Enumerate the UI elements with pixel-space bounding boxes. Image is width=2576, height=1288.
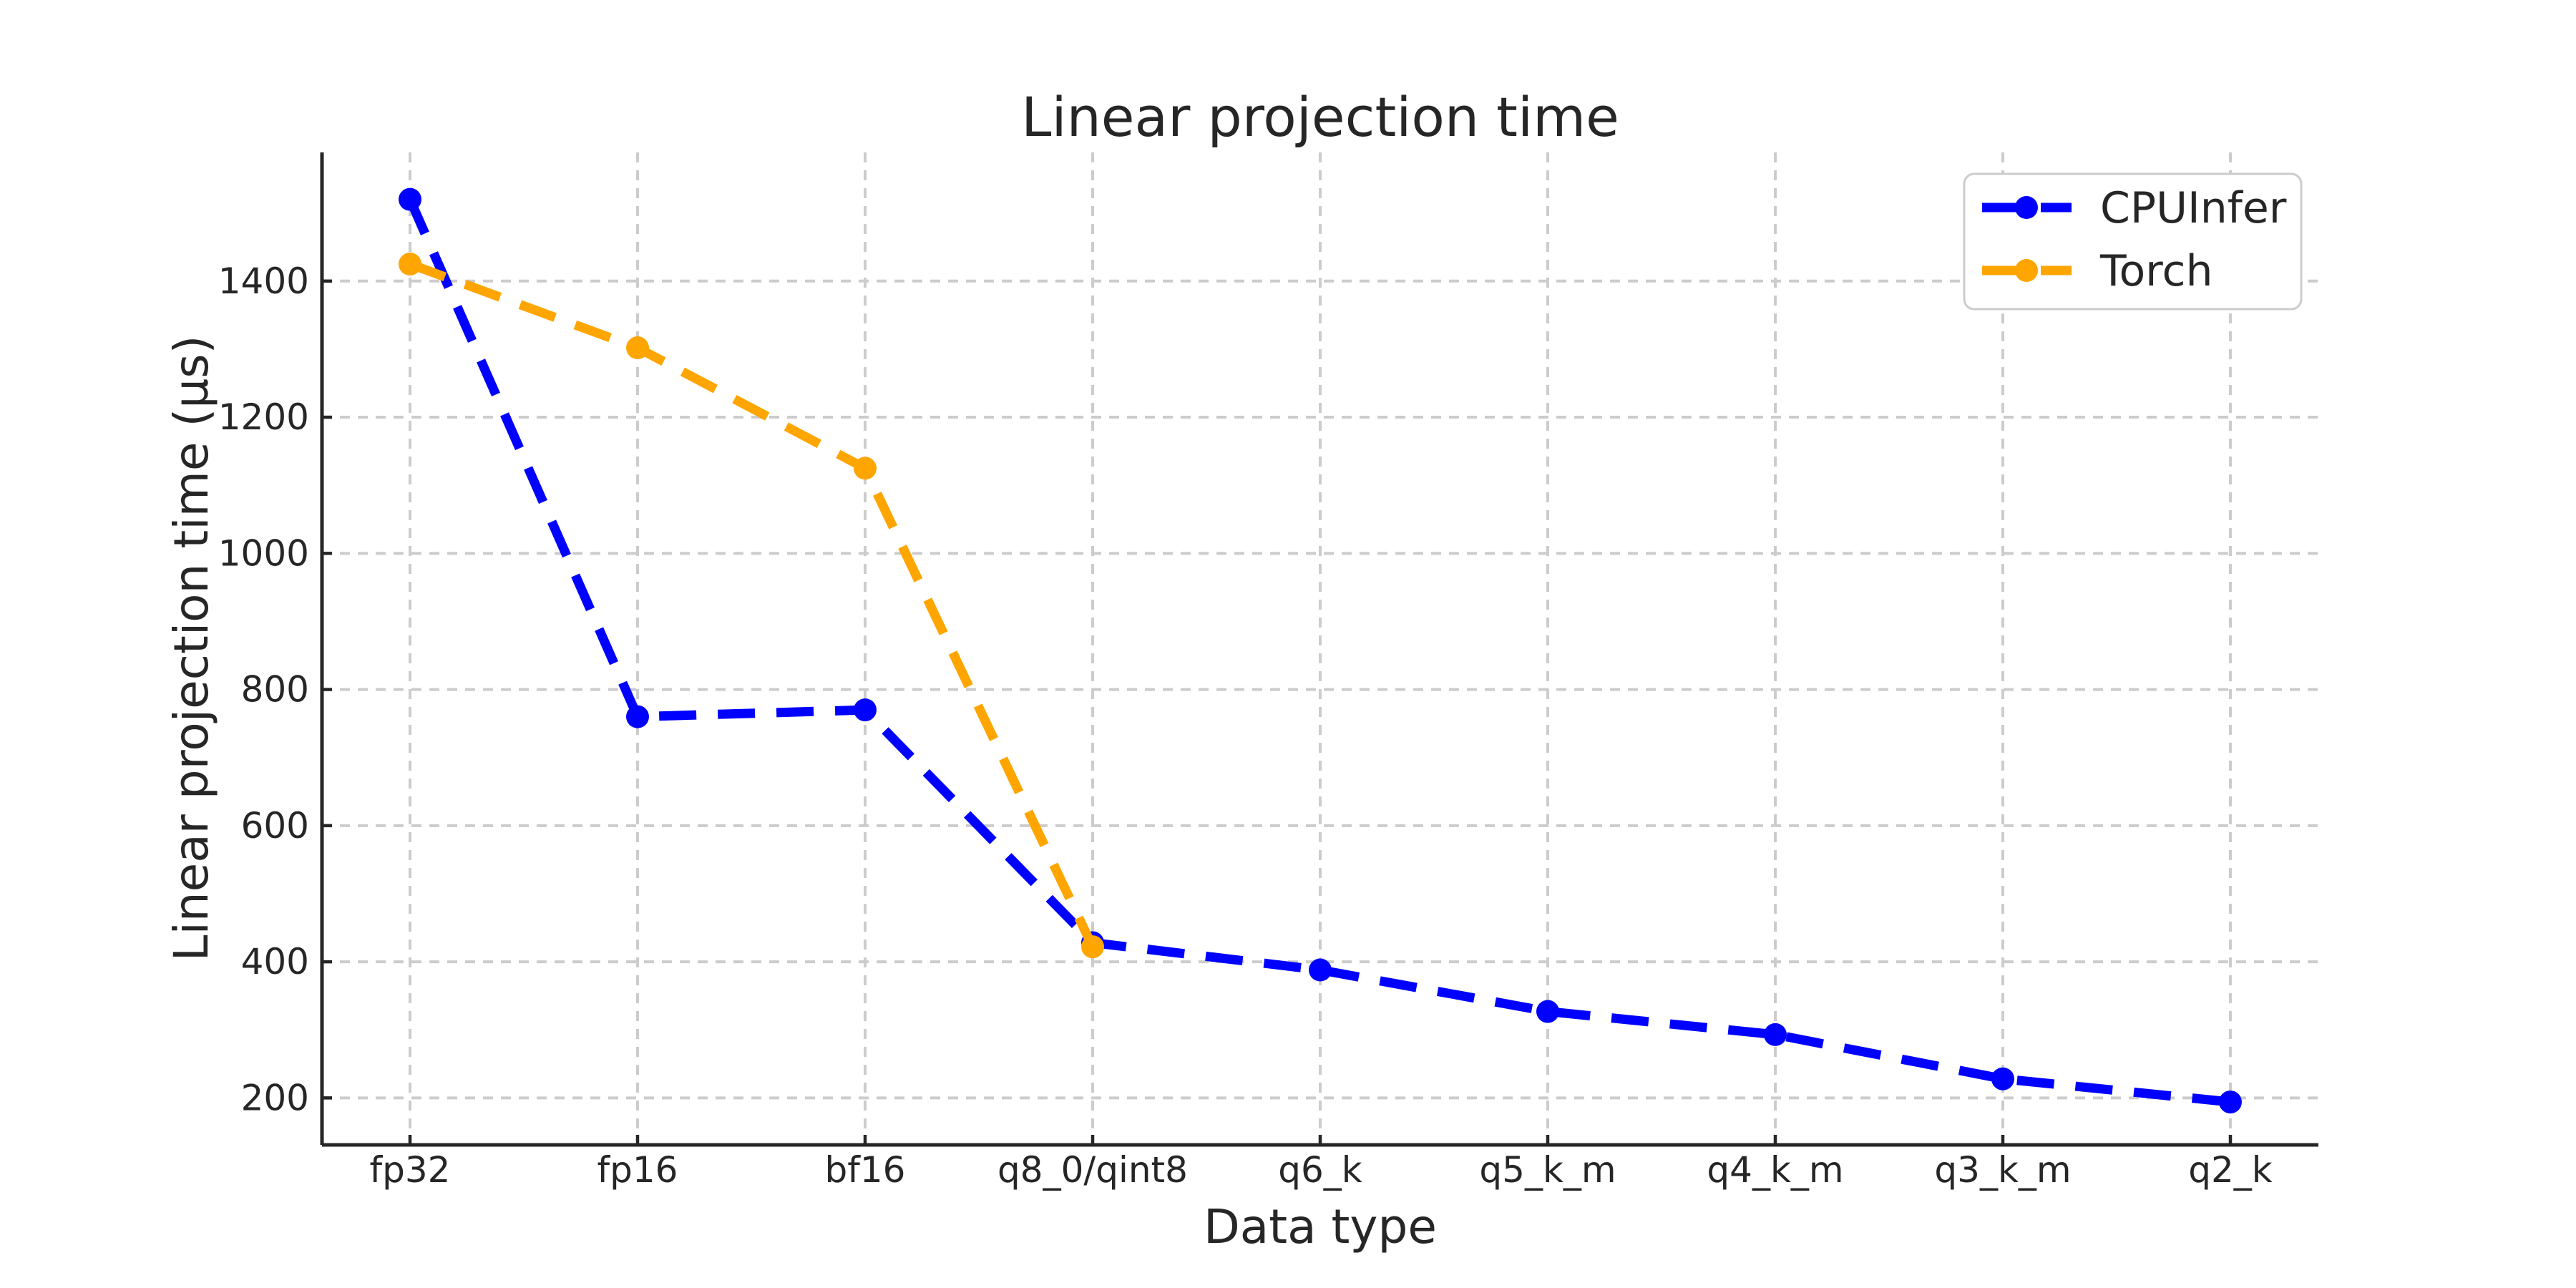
x-axis-label: Data type bbox=[1204, 1199, 1437, 1254]
data-point-torch bbox=[626, 336, 649, 360]
data-point-cpuinfer bbox=[1991, 1067, 2014, 1091]
grid-layer bbox=[322, 152, 2318, 1145]
legend-sample-marker bbox=[2015, 259, 2038, 282]
y-tick-label: 600 bbox=[241, 805, 309, 847]
x-tick-label: q5_k_m bbox=[1479, 1149, 1616, 1191]
y-tick-label: 1200 bbox=[218, 396, 309, 438]
legend: CPUInfer Torch bbox=[1963, 172, 2303, 311]
series-line-torch bbox=[408, 259, 1097, 949]
axes-layer bbox=[320, 152, 2318, 1147]
data-point-cpuinfer bbox=[399, 187, 421, 211]
legend-sample-marker bbox=[2015, 196, 2038, 219]
x-tick-label: bf16 bbox=[825, 1149, 906, 1191]
data-point-cpuinfer bbox=[854, 698, 877, 722]
x-tick-label: q8_0/qint8 bbox=[997, 1149, 1188, 1191]
series-layer bbox=[399, 187, 2242, 1114]
y-tick-label: 1400 bbox=[218, 260, 309, 302]
tick-label-layer: fp32 fp16 bf16 q8_0/qint8 q6_k q5_k_m q4_k_m q3… bbox=[218, 260, 2273, 1191]
y-tick-label: 1000 bbox=[218, 532, 309, 574]
data-point-torch bbox=[854, 457, 877, 480]
x-tick-label: q3_k_m bbox=[1934, 1149, 2071, 1191]
data-point-cpuinfer bbox=[1764, 1023, 1787, 1046]
data-point-torch bbox=[399, 253, 421, 276]
x-tick-label: q2_k bbox=[2188, 1149, 2273, 1191]
series-line-cpuinfer bbox=[406, 197, 2231, 1107]
y-tick-label: 200 bbox=[241, 1077, 309, 1118]
data-point-torch bbox=[1081, 935, 1104, 959]
x-tick-label: fp16 bbox=[597, 1149, 678, 1191]
x-tick-label: fp32 bbox=[370, 1149, 451, 1191]
chart-title: Linear projection time bbox=[1021, 85, 1619, 149]
x-tick-label: q4_k_m bbox=[1707, 1149, 1843, 1191]
data-point-cpuinfer bbox=[626, 705, 649, 728]
y-tick-label: 800 bbox=[241, 669, 309, 711]
legend-label: Torch bbox=[2099, 246, 2213, 296]
data-point-cpuinfer bbox=[2219, 1091, 2242, 1114]
legend-label: CPUInfer bbox=[2100, 183, 2287, 233]
y-axis-label: Linear projection time (µs) bbox=[164, 336, 219, 962]
data-point-cpuinfer bbox=[1309, 958, 1332, 982]
y-tick-label: 400 bbox=[241, 941, 309, 982]
x-tick-label: q6_k bbox=[1278, 1149, 1362, 1191]
data-point-cpuinfer bbox=[1536, 1000, 1559, 1023]
